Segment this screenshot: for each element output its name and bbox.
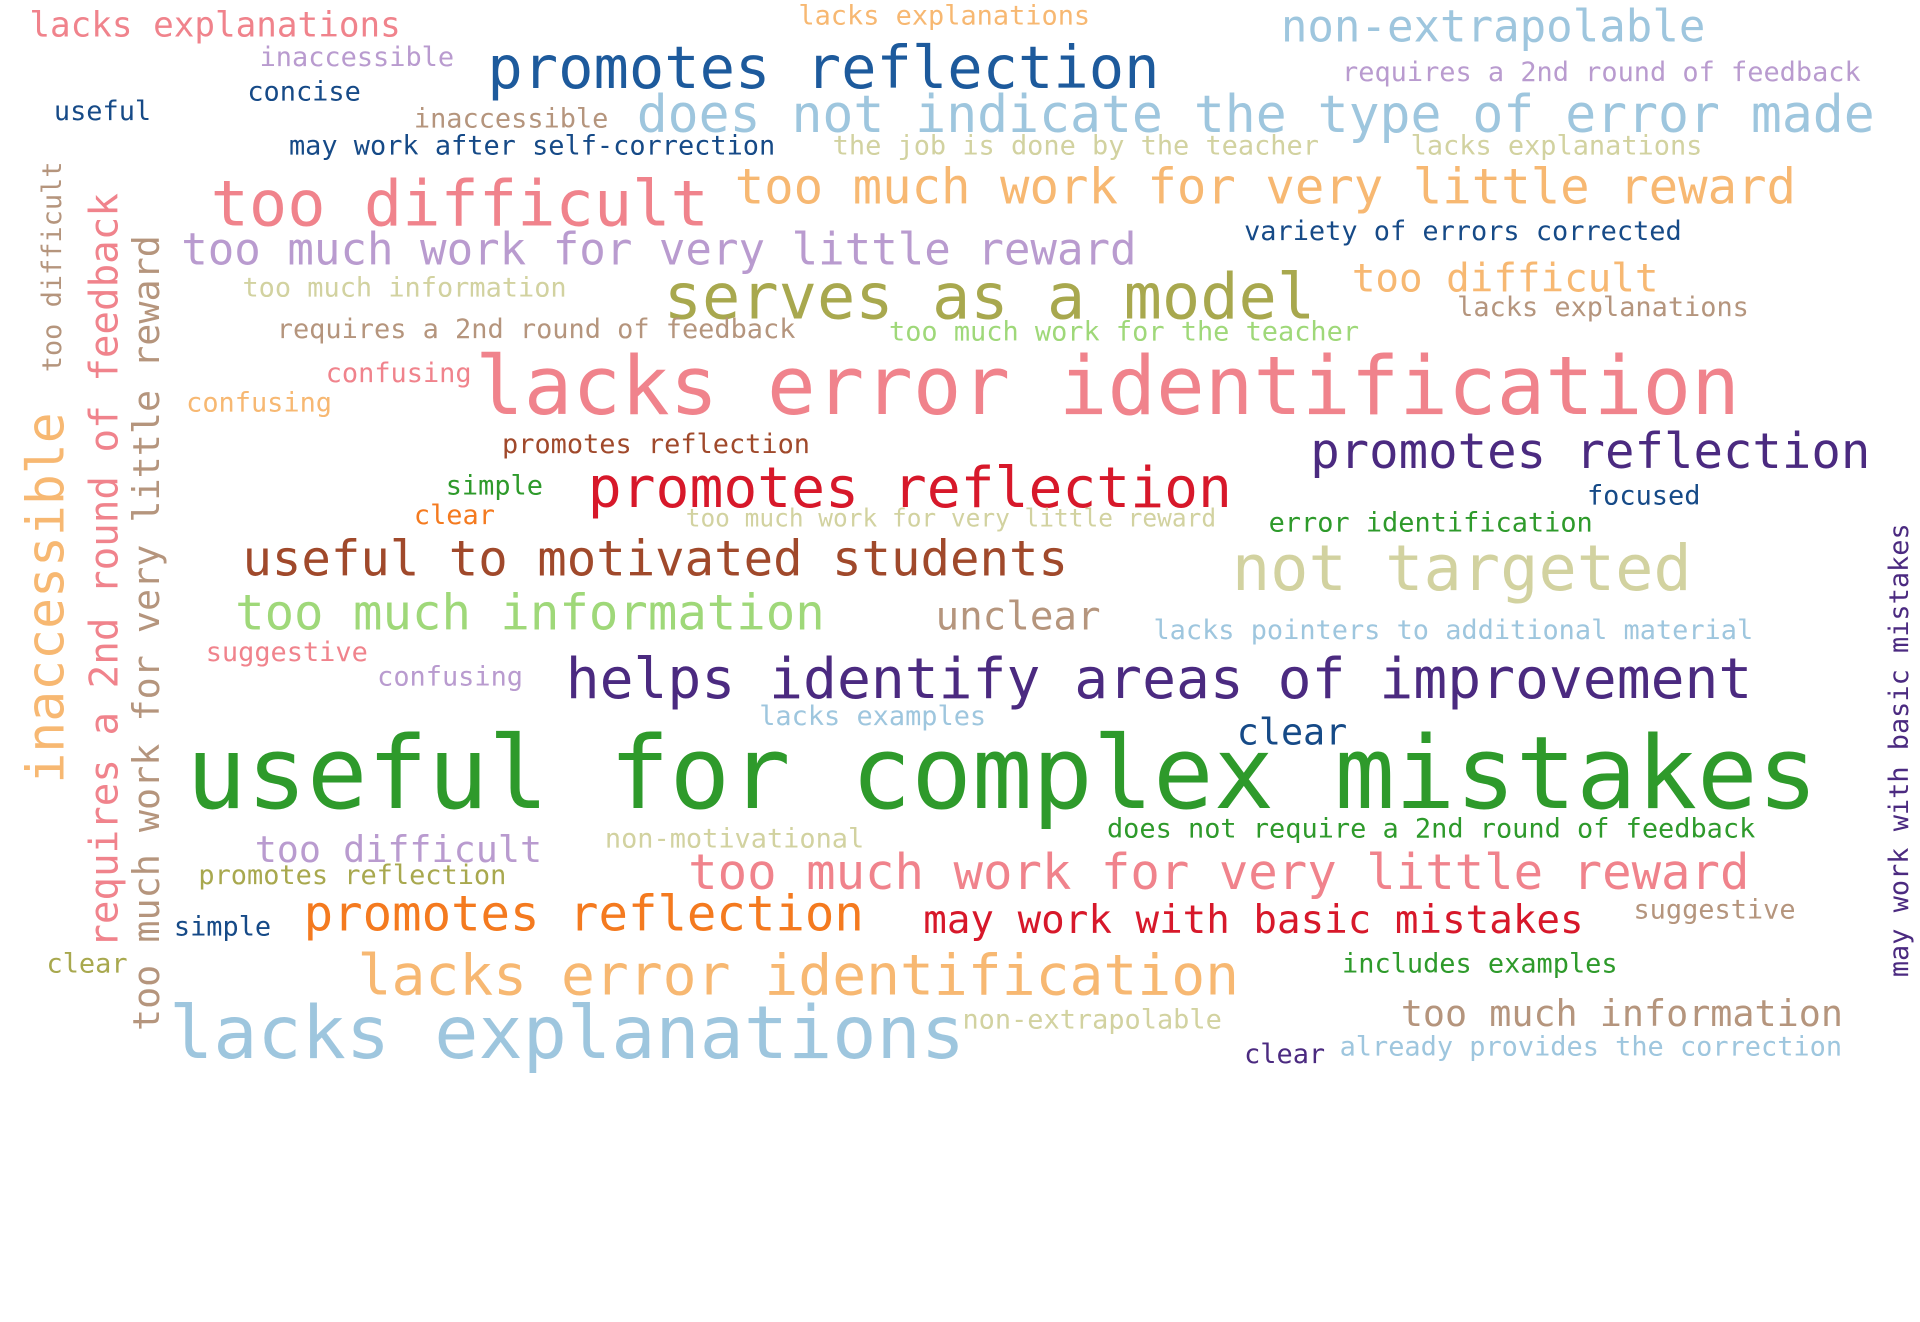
word: non-motivational xyxy=(605,823,864,854)
word: useful xyxy=(54,96,151,127)
word: promotes reflection xyxy=(198,860,506,891)
word: already provides the correction xyxy=(1340,1032,1842,1063)
word: clear xyxy=(414,500,495,531)
word: too much work for the teacher xyxy=(889,316,1359,347)
word: promotes reflection xyxy=(487,33,1159,102)
word-cloud-canvas: useful for complex mistakes lacks error … xyxy=(17,0,1915,1076)
word: useful for complex mistakes xyxy=(186,715,1818,832)
word: too much information xyxy=(1401,992,1843,1035)
word-vertical: requires a 2nd round of feedback xyxy=(83,193,128,948)
word: lacks explanations xyxy=(169,991,965,1076)
word: inaccessible xyxy=(414,103,609,134)
word: useful to motivated students xyxy=(242,531,1067,588)
word: suggestive xyxy=(1633,894,1795,925)
word: serves as a model xyxy=(664,260,1316,334)
word: lacks error identification xyxy=(358,943,1239,1008)
word: confusing xyxy=(377,662,523,693)
word: clear xyxy=(47,948,128,979)
word: variety of errors corrected xyxy=(1244,216,1682,247)
word: helps identify areas of improvement xyxy=(566,647,1753,712)
word: unclear xyxy=(936,594,1101,639)
word: requires a 2nd round of feedback xyxy=(277,314,796,345)
word: too difficult xyxy=(255,828,542,871)
word: suggestive xyxy=(206,637,368,668)
word: simple xyxy=(174,912,271,943)
word: promotes reflection xyxy=(1310,423,1870,480)
word: does not indicate the type of error made xyxy=(637,85,1875,145)
word: error identification xyxy=(1269,507,1593,538)
word: simple xyxy=(446,471,543,502)
word: not targeted xyxy=(1232,532,1692,606)
word: lacks explanations xyxy=(1411,130,1703,161)
word: focused xyxy=(1587,480,1700,511)
word: promotes reflection xyxy=(502,429,810,460)
word: too much information xyxy=(235,584,825,641)
word: confusing xyxy=(326,358,472,389)
word: inaccessible xyxy=(260,42,455,73)
word: the job is done by the teacher xyxy=(833,130,1319,161)
word-vertical: too difficult xyxy=(37,162,68,373)
word: too difficult xyxy=(211,167,709,241)
word: non-extrapolable xyxy=(962,1005,1221,1036)
word-vertical: too much work for very little reward xyxy=(125,235,168,1031)
word: promotes reflection xyxy=(588,456,1232,521)
word: may work after self-correction xyxy=(289,130,775,161)
word: too much work for very little reward xyxy=(181,224,1136,275)
word: too difficult xyxy=(1352,256,1659,301)
word: lacks explanations xyxy=(29,6,400,46)
word: promotes reflection xyxy=(304,886,864,943)
word: lacks error identification xyxy=(475,340,1740,434)
word: lacks explanations xyxy=(1457,292,1749,323)
word: may work with basic mistakes xyxy=(923,898,1583,943)
word: lacks examples xyxy=(759,701,986,732)
word-vertical: may work with basic mistakes xyxy=(1884,523,1915,977)
word: clear xyxy=(1237,710,1348,753)
word: too much work for very little reward xyxy=(688,844,1749,901)
word: too much work for very little reward xyxy=(686,504,1216,533)
word: confusing xyxy=(186,387,332,418)
word: does not require a 2nd round of feedback xyxy=(1107,814,1755,845)
word: too much work for very little reward xyxy=(735,158,1796,215)
word: includes examples xyxy=(1342,948,1618,979)
word-vertical: inaccessible xyxy=(17,412,77,783)
word: requires a 2nd round of feedback xyxy=(1342,57,1861,88)
word: lacks pointers to additional material xyxy=(1153,615,1753,646)
word: non-extrapolable xyxy=(1281,2,1706,53)
word: concise xyxy=(247,76,360,107)
word: clear xyxy=(1244,1039,1325,1070)
word: lacks explanations xyxy=(798,0,1090,31)
word: too much information xyxy=(242,272,566,303)
